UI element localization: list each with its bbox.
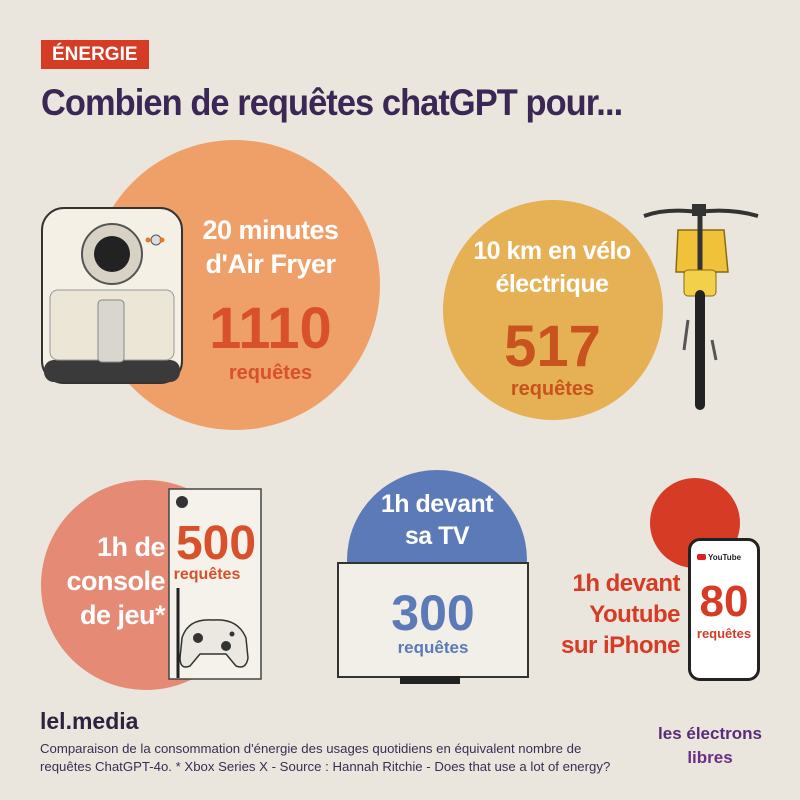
youtube-line2: Youtube	[589, 601, 680, 628]
footer-caption: Comparaison de la consommation d'énergie…	[40, 741, 611, 774]
bike-circle	[443, 200, 663, 420]
youtube-app-label: YouTube	[697, 553, 741, 562]
brand-url: lel.media	[40, 708, 139, 734]
tv-value: 300	[391, 585, 475, 641]
airfryer-value: 1110	[209, 296, 332, 361]
bike-line1: 10 km en vélo	[473, 237, 631, 265]
youtube-label: 1h devant Youtube sur iPhone	[560, 568, 681, 661]
tv-stand	[400, 676, 460, 684]
page-title: Combien de requêtes chatGPT pour...	[41, 82, 623, 123]
airfryer-line2: d'Air Fryer	[205, 249, 336, 279]
console-label: 1h de console de jeu*	[50, 530, 165, 632]
tv-screen	[337, 562, 529, 678]
youtube-play-icon	[697, 554, 706, 560]
bike-line2: électrique	[495, 270, 609, 298]
tv-unit: requêtes	[397, 638, 469, 657]
console-line2: console	[66, 566, 165, 596]
bike-label: 10 km en vélo électrique	[462, 235, 642, 301]
airfryer-unit: requêtes	[228, 362, 313, 384]
youtube-unit: requêtes	[696, 626, 752, 641]
youtube-value: 80	[699, 577, 749, 626]
youtube-line3: sur iPhone	[560, 632, 681, 659]
electric-bike-illustration	[643, 204, 759, 410]
logo-line2: libres	[687, 748, 733, 767]
airfryer-label: 20 minutes d'Air Fryer	[198, 213, 343, 281]
console-line3: de jeu*	[79, 600, 166, 630]
console-unit: requêtes	[173, 566, 241, 583]
category-tag: ÉNERGIE	[41, 40, 149, 69]
brand-logo: les électrons libres	[645, 722, 775, 770]
bike-unit: requêtes	[510, 378, 595, 400]
iphone: YouTube	[688, 538, 760, 681]
logo-line1: les électrons	[658, 724, 762, 743]
tv-line2: sa TV	[404, 522, 470, 550]
youtube-line1: 1h devant	[572, 570, 680, 597]
xbox-console-illustration	[168, 488, 262, 680]
bike-value: 517	[504, 314, 601, 379]
console-line1: 1h de	[96, 532, 166, 562]
airfryer-line1: 20 minutes	[202, 215, 339, 245]
console-value: 500	[175, 517, 257, 570]
tv-label: 1h devant sa TV	[355, 488, 519, 552]
airfryer-illustration	[41, 207, 183, 384]
tv-line1: 1h devant	[380, 490, 494, 518]
